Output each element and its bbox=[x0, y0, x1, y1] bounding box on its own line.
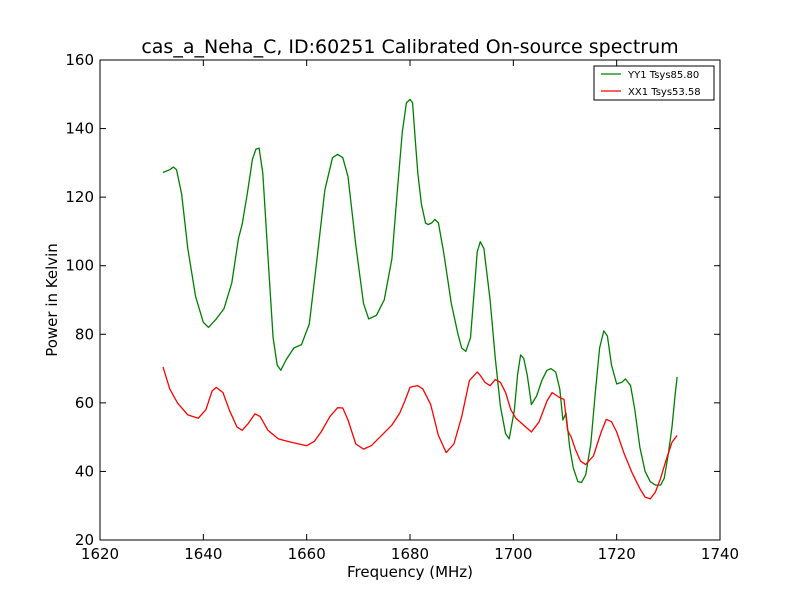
legend-items: YY1 Tsys85.80 XX1 Tsys53.58 bbox=[601, 70, 701, 98]
y-tick-label: 100 bbox=[65, 257, 94, 275]
x-tick-label: 1620 bbox=[81, 545, 119, 563]
x-tick-label: 1720 bbox=[598, 545, 636, 563]
plot-frame bbox=[99, 59, 721, 541]
y-tick-label: 40 bbox=[75, 462, 94, 480]
series-line-xx1 bbox=[162, 366, 678, 500]
y-tick-label: 80 bbox=[75, 325, 94, 343]
x-tick-label: 1640 bbox=[184, 545, 222, 563]
y-tick-label: 140 bbox=[65, 120, 94, 138]
legend-box bbox=[593, 65, 715, 101]
series-line-yy1 bbox=[162, 98, 678, 486]
x-tick-label: 1700 bbox=[494, 545, 532, 563]
legend-label: XX1 Tsys53.58 bbox=[628, 87, 701, 98]
legend: YY1 Tsys85.80 XX1 Tsys53.58 bbox=[593, 65, 715, 101]
y-axis-label: Power in Kelvin bbox=[43, 243, 61, 357]
y-tick-label: 160 bbox=[65, 51, 94, 69]
y-axis: 20 40 60 80 100 120 140 160 bbox=[65, 51, 720, 549]
x-tick-label: 1680 bbox=[391, 545, 429, 563]
x-tick-label: 1660 bbox=[288, 545, 326, 563]
legend-label: YY1 Tsys85.80 bbox=[627, 70, 699, 81]
plot-area bbox=[100, 60, 720, 540]
y-tick-label: 60 bbox=[75, 394, 94, 412]
series-group bbox=[162, 98, 678, 500]
x-axis: 1620 1640 1660 1680 1700 1720 1740 bbox=[81, 60, 739, 563]
y-tick-label: 20 bbox=[75, 531, 94, 549]
x-tick-label: 1740 bbox=[701, 545, 739, 563]
y-tick-label: 120 bbox=[65, 188, 94, 206]
chart-title: cas_a_Neha_C, ID:60251 Calibrated On-sou… bbox=[141, 36, 678, 58]
x-axis-label: Frequency (MHz) bbox=[347, 563, 473, 581]
